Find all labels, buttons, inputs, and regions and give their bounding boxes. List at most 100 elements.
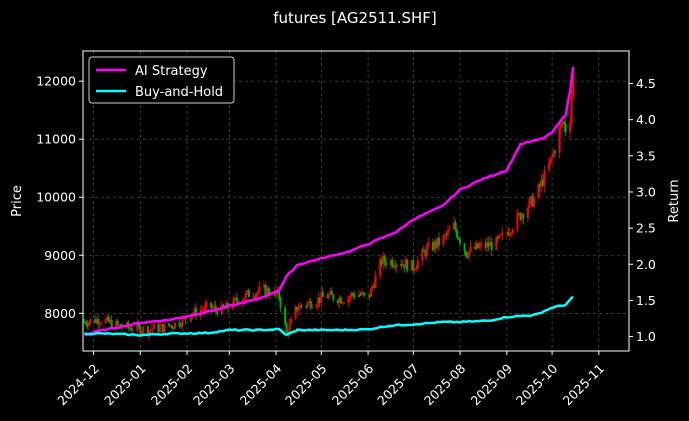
- candle-body: [149, 329, 152, 331]
- candle-body: [516, 213, 519, 230]
- y-axis-label-left: Price: [10, 185, 25, 217]
- candle-body: [152, 324, 155, 330]
- candle-body: [380, 259, 383, 265]
- candle-body: [403, 264, 406, 269]
- candle-body: [436, 237, 439, 248]
- candle-body: [353, 295, 356, 297]
- candle-body: [247, 290, 250, 298]
- candle-body: [478, 245, 481, 248]
- candle-body: [234, 297, 237, 299]
- candle-body: [362, 292, 365, 294]
- candle-body: [178, 322, 181, 327]
- candle-body: [558, 128, 561, 153]
- candle-body: [308, 301, 311, 303]
- candle-body: [561, 121, 564, 124]
- candle-body: [522, 214, 525, 218]
- candle-body: [210, 302, 213, 309]
- candle-body: [136, 323, 139, 331]
- candle-body: [537, 184, 540, 198]
- candle-body: [468, 251, 471, 257]
- x-tick-label: 2024-12: [54, 361, 102, 409]
- y-axis-label-right: Return: [667, 179, 682, 222]
- candle-body: [433, 241, 436, 251]
- ai-strategy-line: [83, 66, 575, 337]
- candle-body: [258, 286, 261, 292]
- candle-body: [158, 326, 161, 332]
- x-tick-label: 2025-03: [190, 361, 238, 409]
- candle-body: [351, 293, 354, 296]
- candle-body: [415, 268, 418, 270]
- candle-body: [89, 319, 92, 323]
- candle-body: [315, 304, 318, 308]
- candle-body: [475, 243, 478, 249]
- candle-body: [266, 288, 269, 295]
- candle-body: [223, 308, 226, 310]
- candle-body: [309, 301, 312, 308]
- candle-body: [330, 291, 333, 295]
- candle-body: [285, 323, 288, 333]
- candle-body: [211, 307, 214, 309]
- candle-body: [447, 230, 450, 235]
- candle-body: [326, 296, 329, 299]
- candle-body: [412, 260, 415, 271]
- candle-body: [564, 124, 567, 133]
- candle-body: [453, 222, 456, 230]
- candle-body: [119, 324, 122, 327]
- candle-body: [332, 294, 335, 300]
- candle-body: [490, 242, 493, 250]
- candle-body: [205, 302, 208, 306]
- candle-body: [359, 294, 362, 296]
- price-candles: [83, 71, 575, 340]
- candle-body: [401, 264, 404, 266]
- candle-body: [424, 251, 427, 257]
- candle-body: [520, 214, 523, 220]
- candle-body: [299, 305, 302, 309]
- candle-body: [350, 293, 353, 297]
- y-tick-label-right: 1.5: [636, 293, 656, 308]
- candle-body: [294, 306, 297, 319]
- candle-body: [373, 286, 376, 288]
- legend-label-ai-strategy: AI Strategy: [135, 64, 208, 79]
- candle-body: [327, 294, 330, 299]
- candle-body: [131, 330, 134, 332]
- candle-body: [255, 293, 258, 298]
- candle-body: [466, 256, 469, 258]
- candle-body: [160, 324, 163, 327]
- candle-body: [213, 305, 216, 308]
- candle-body: [148, 329, 151, 335]
- candle-body: [510, 232, 513, 234]
- y-tick-label-right: 4.0: [636, 112, 656, 127]
- candle-body: [404, 259, 407, 269]
- candle-body: [434, 241, 437, 248]
- candle-body: [348, 296, 351, 298]
- candle-body: [311, 307, 314, 309]
- candle-body: [180, 326, 183, 328]
- candle-body: [368, 294, 371, 298]
- candle-body: [507, 232, 510, 236]
- candle-body: [278, 289, 281, 298]
- candle-body: [318, 297, 321, 303]
- candle-body: [416, 260, 419, 269]
- x-tick-label: 2025-08: [421, 361, 469, 409]
- candle-body: [548, 163, 551, 171]
- candle-body: [336, 299, 339, 304]
- candle-body: [519, 213, 522, 220]
- candle-body: [157, 324, 160, 332]
- candle-body: [454, 222, 457, 230]
- candle-body: [151, 329, 154, 331]
- candle-body: [252, 296, 255, 298]
- candle-body: [244, 292, 247, 299]
- candle-body: [246, 290, 249, 293]
- candle-body: [97, 319, 100, 325]
- candle-body: [413, 269, 416, 271]
- candle-body: [465, 251, 468, 257]
- candle-body: [474, 246, 477, 249]
- candle-body: [389, 259, 392, 266]
- candle-body: [94, 319, 97, 323]
- candle-body: [189, 319, 192, 321]
- candle-body: [169, 325, 172, 327]
- y-tick-label-right: 1.0: [636, 329, 656, 344]
- candle-body: [551, 156, 554, 159]
- candle-body: [201, 310, 204, 312]
- x-tick-label: 2025-11: [560, 361, 608, 409]
